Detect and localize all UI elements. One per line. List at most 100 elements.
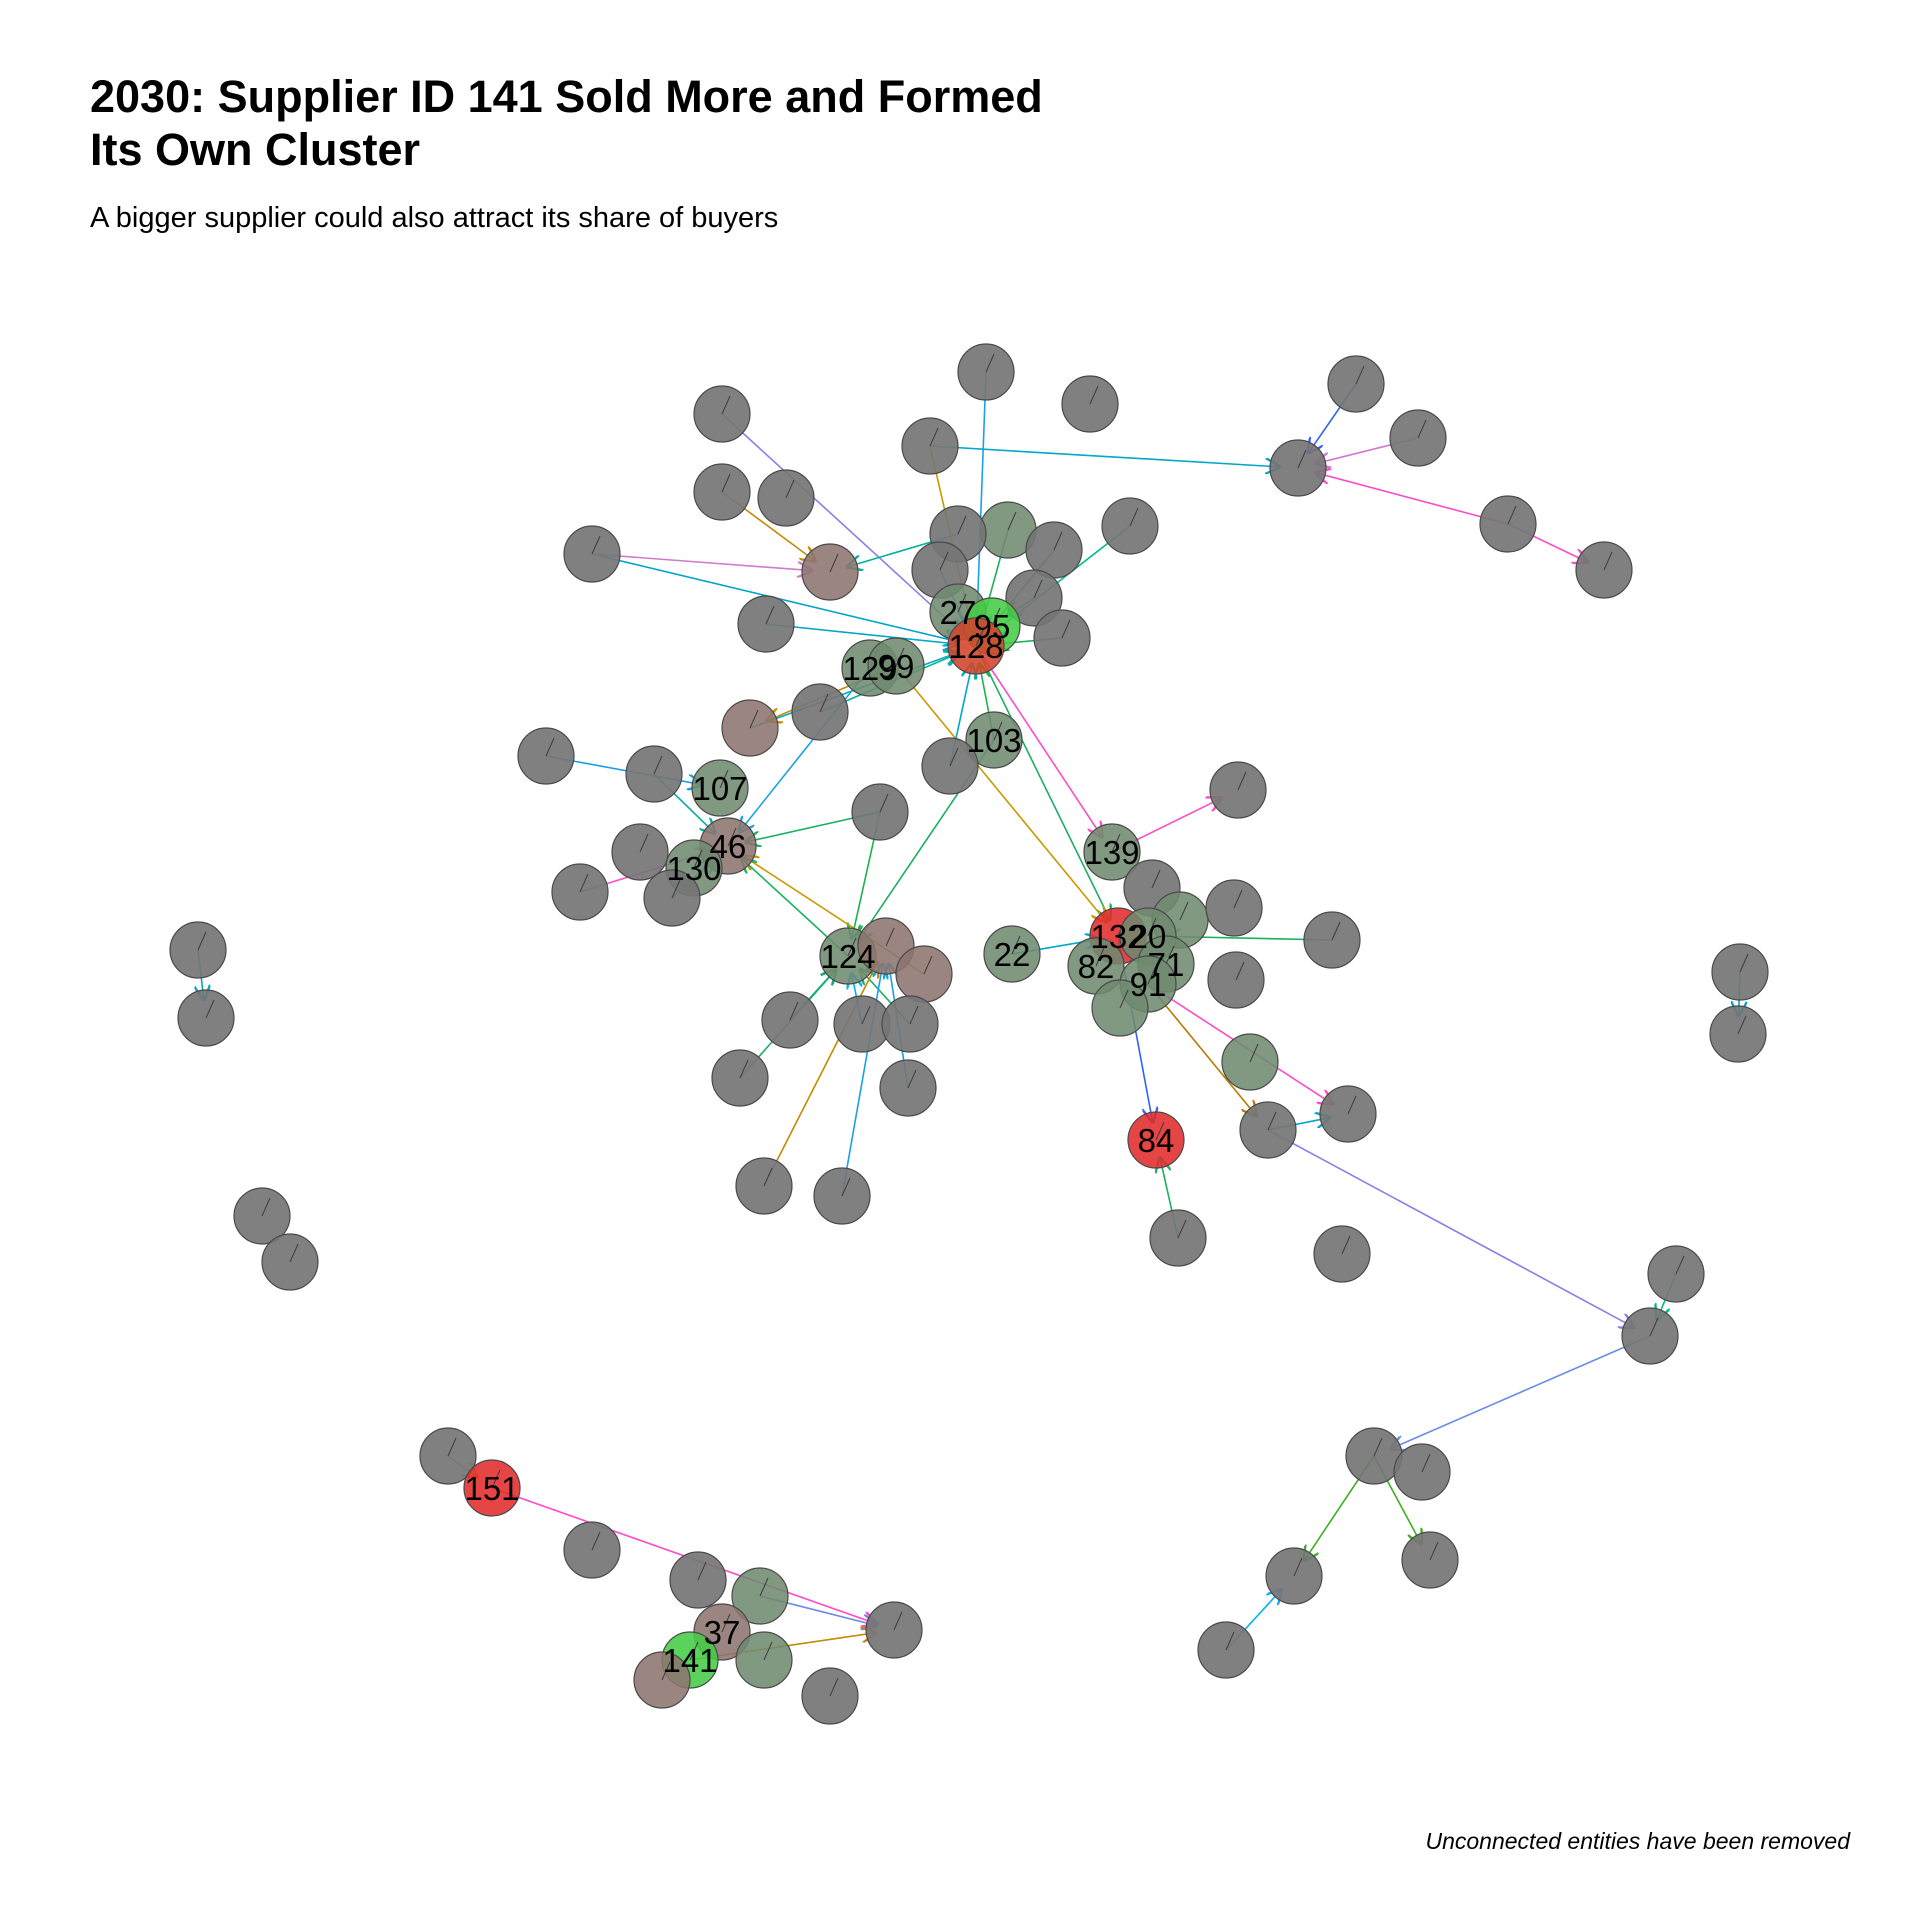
node-tick: [975, 627, 985, 647]
edge-line: [895, 665, 1107, 923]
node-tick: [1417, 419, 1427, 439]
node-tick: [1179, 901, 1189, 921]
node-tick: [939, 551, 949, 571]
node-tick: [1421, 1453, 1431, 1473]
node-tick: [1089, 385, 1099, 405]
node-tick: [205, 999, 215, 1019]
node-label: 82: [1078, 948, 1115, 985]
node-label: 139: [1084, 834, 1139, 871]
node-tick: [957, 593, 967, 613]
node-tick: [879, 793, 889, 813]
node-tick: [1507, 505, 1517, 525]
node-label: 132: [1090, 918, 1145, 955]
node-tick: [829, 1677, 839, 1697]
node-tick: [1111, 833, 1121, 853]
node-tick: [1053, 531, 1063, 551]
node-label: 84: [1138, 1122, 1175, 1159]
node-tick: [653, 755, 663, 775]
edge-line: [1389, 1335, 1651, 1449]
chart-subtitle: A bigger supplier could also attract its…: [90, 202, 779, 234]
node-tick: [1737, 1015, 1747, 1035]
node-label: 91: [1130, 966, 1167, 1003]
node-tick: [671, 879, 681, 899]
node-label: 130: [666, 850, 721, 887]
edge-line: [765, 623, 959, 644]
node-tick: [447, 1437, 457, 1457]
node-label: 27: [940, 594, 977, 631]
edge-line: [929, 445, 1281, 467]
node-label: 37: [704, 1614, 741, 1651]
node-tick: [1331, 921, 1341, 941]
node-tick: [763, 1641, 773, 1661]
node-label: 107: [692, 770, 747, 807]
node-label: 95: [974, 608, 1011, 645]
edge-line: [977, 371, 987, 629]
node-tick: [721, 473, 731, 493]
node-tick: [545, 737, 555, 757]
node-tick: [1155, 1121, 1165, 1141]
node-label: 128: [948, 628, 1003, 665]
node-label: 99: [878, 648, 915, 685]
edge-line: [975, 645, 1111, 921]
node-tick: [841, 1177, 851, 1197]
node-tick: [1649, 1317, 1659, 1337]
node-tick: [1095, 947, 1105, 967]
caption-note: Unconnected entities have been removed: [1425, 1828, 1850, 1854]
node-tick: [491, 1469, 501, 1489]
node-tick: [1033, 579, 1043, 599]
node-tick: [1267, 1111, 1277, 1131]
node-tick: [909, 1005, 919, 1025]
node-tick: [759, 1577, 769, 1597]
node-tick: [1429, 1541, 1439, 1561]
node-tick: [739, 1059, 749, 1079]
node-label: 20: [1130, 918, 1167, 955]
edge-line: [975, 645, 1103, 838]
node-tick: [721, 1613, 731, 1633]
node-tick: [1151, 869, 1161, 889]
node-tick: [895, 647, 905, 667]
node-tick: [1297, 449, 1307, 469]
edge-line: [1314, 472, 1509, 525]
node-tick: [289, 1243, 299, 1263]
node-tick: [765, 605, 775, 625]
node-tick: [1603, 551, 1613, 571]
node-tick: [929, 427, 939, 447]
node-tick: [261, 1197, 271, 1217]
node-tick: [829, 553, 839, 573]
node-tick: [1119, 989, 1129, 1009]
node-tick: [985, 353, 995, 373]
node-tick: [789, 1001, 799, 1021]
node-label: 124: [820, 938, 875, 975]
node-tick: [819, 693, 829, 713]
node-tick: [1675, 1255, 1685, 1275]
node-tick: [197, 931, 207, 951]
node-tick: [847, 937, 857, 957]
node-tick: [991, 607, 1001, 627]
node-tick: [885, 927, 895, 947]
edge-line: [738, 667, 871, 833]
node-tick: [1341, 1235, 1351, 1255]
node-tick: [727, 827, 737, 847]
node-tick: [1373, 1437, 1383, 1457]
node-tick: [861, 1005, 871, 1025]
node-tick: [1177, 1219, 1187, 1239]
node-tick: [719, 769, 729, 789]
node-tick: [1129, 507, 1139, 527]
node-tick: [693, 849, 703, 869]
node-tick: [1347, 1095, 1357, 1115]
edge-line: [1267, 1129, 1635, 1328]
chart-title: 2030: Supplier ID 141 Sold More and Form…: [90, 70, 1043, 176]
node-label: 151: [464, 1470, 519, 1507]
node-tick: [1233, 889, 1243, 909]
node-tick: [721, 395, 731, 415]
node-tick: [639, 833, 649, 853]
node-tick: [1061, 619, 1071, 639]
node-tick: [1011, 935, 1021, 955]
node-label: 46: [710, 828, 747, 865]
edge-line: [591, 553, 813, 571]
node-tick: [1225, 1631, 1235, 1651]
node-tick: [1007, 511, 1017, 531]
node-tick: [1235, 961, 1245, 981]
